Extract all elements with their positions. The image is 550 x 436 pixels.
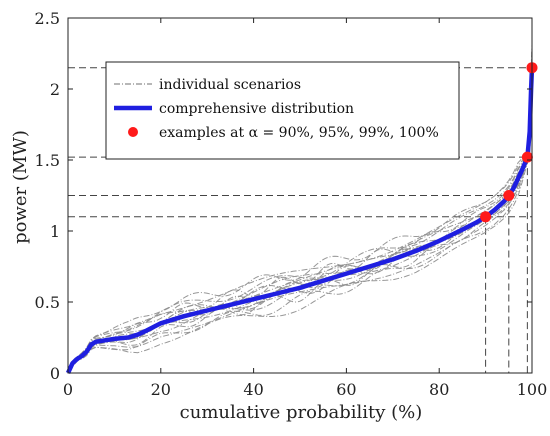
- scenario-line: [67, 51, 533, 374]
- legend-box: [105, 61, 460, 160]
- y-tick-label: 2.5: [35, 9, 60, 28]
- example-marker: [521, 151, 533, 163]
- distribution-line-group: [65, 67, 535, 374]
- legend-label-examples: examples at α = 90%, 95%, 99%, 100%: [159, 125, 439, 141]
- x-tick-label: 20: [151, 380, 171, 399]
- x-tick-label: 80: [429, 380, 449, 399]
- x-tick-label: 40: [243, 380, 263, 399]
- legend: individual scenarios comprehensive distr…: [105, 61, 460, 160]
- scenario-line: [67, 48, 533, 374]
- scenario-line: [67, 67, 533, 374]
- scenario-line: [67, 54, 533, 374]
- scenario-line: [67, 82, 533, 374]
- x-tick-label: 60: [336, 380, 356, 399]
- distribution-line: [65, 67, 535, 374]
- axes: [67, 17, 533, 374]
- legend-label-distribution: comprehensive distribution: [159, 101, 354, 117]
- y-tick-label: 1.5: [35, 151, 60, 170]
- scenario-line: [67, 78, 533, 374]
- x-tick-label: 0: [63, 380, 73, 399]
- scenario-line: [67, 71, 533, 374]
- y-tick-label: 2: [50, 80, 60, 99]
- axes-box: [67, 17, 533, 374]
- example-marker: [480, 211, 492, 223]
- x-axis-title: cumulative probability (%): [180, 402, 423, 423]
- x-tick-label: 100: [517, 380, 548, 399]
- scenario-line: [67, 44, 533, 374]
- example-marker: [503, 190, 515, 201]
- legend-label-scenarios: individual scenarios: [159, 77, 301, 93]
- y-tick-label: 0.5: [35, 293, 60, 312]
- scenario-line: [67, 93, 533, 374]
- legend-swatch-examples: [128, 127, 138, 137]
- y-tick-label: 0: [50, 364, 60, 383]
- tick-labels: 0 20 40 60 80 100 0 0.5 1 1.5 2 2.5: [35, 9, 548, 399]
- y-axis-title: power (MW): [10, 130, 31, 244]
- y-tick-label: 1: [50, 222, 60, 241]
